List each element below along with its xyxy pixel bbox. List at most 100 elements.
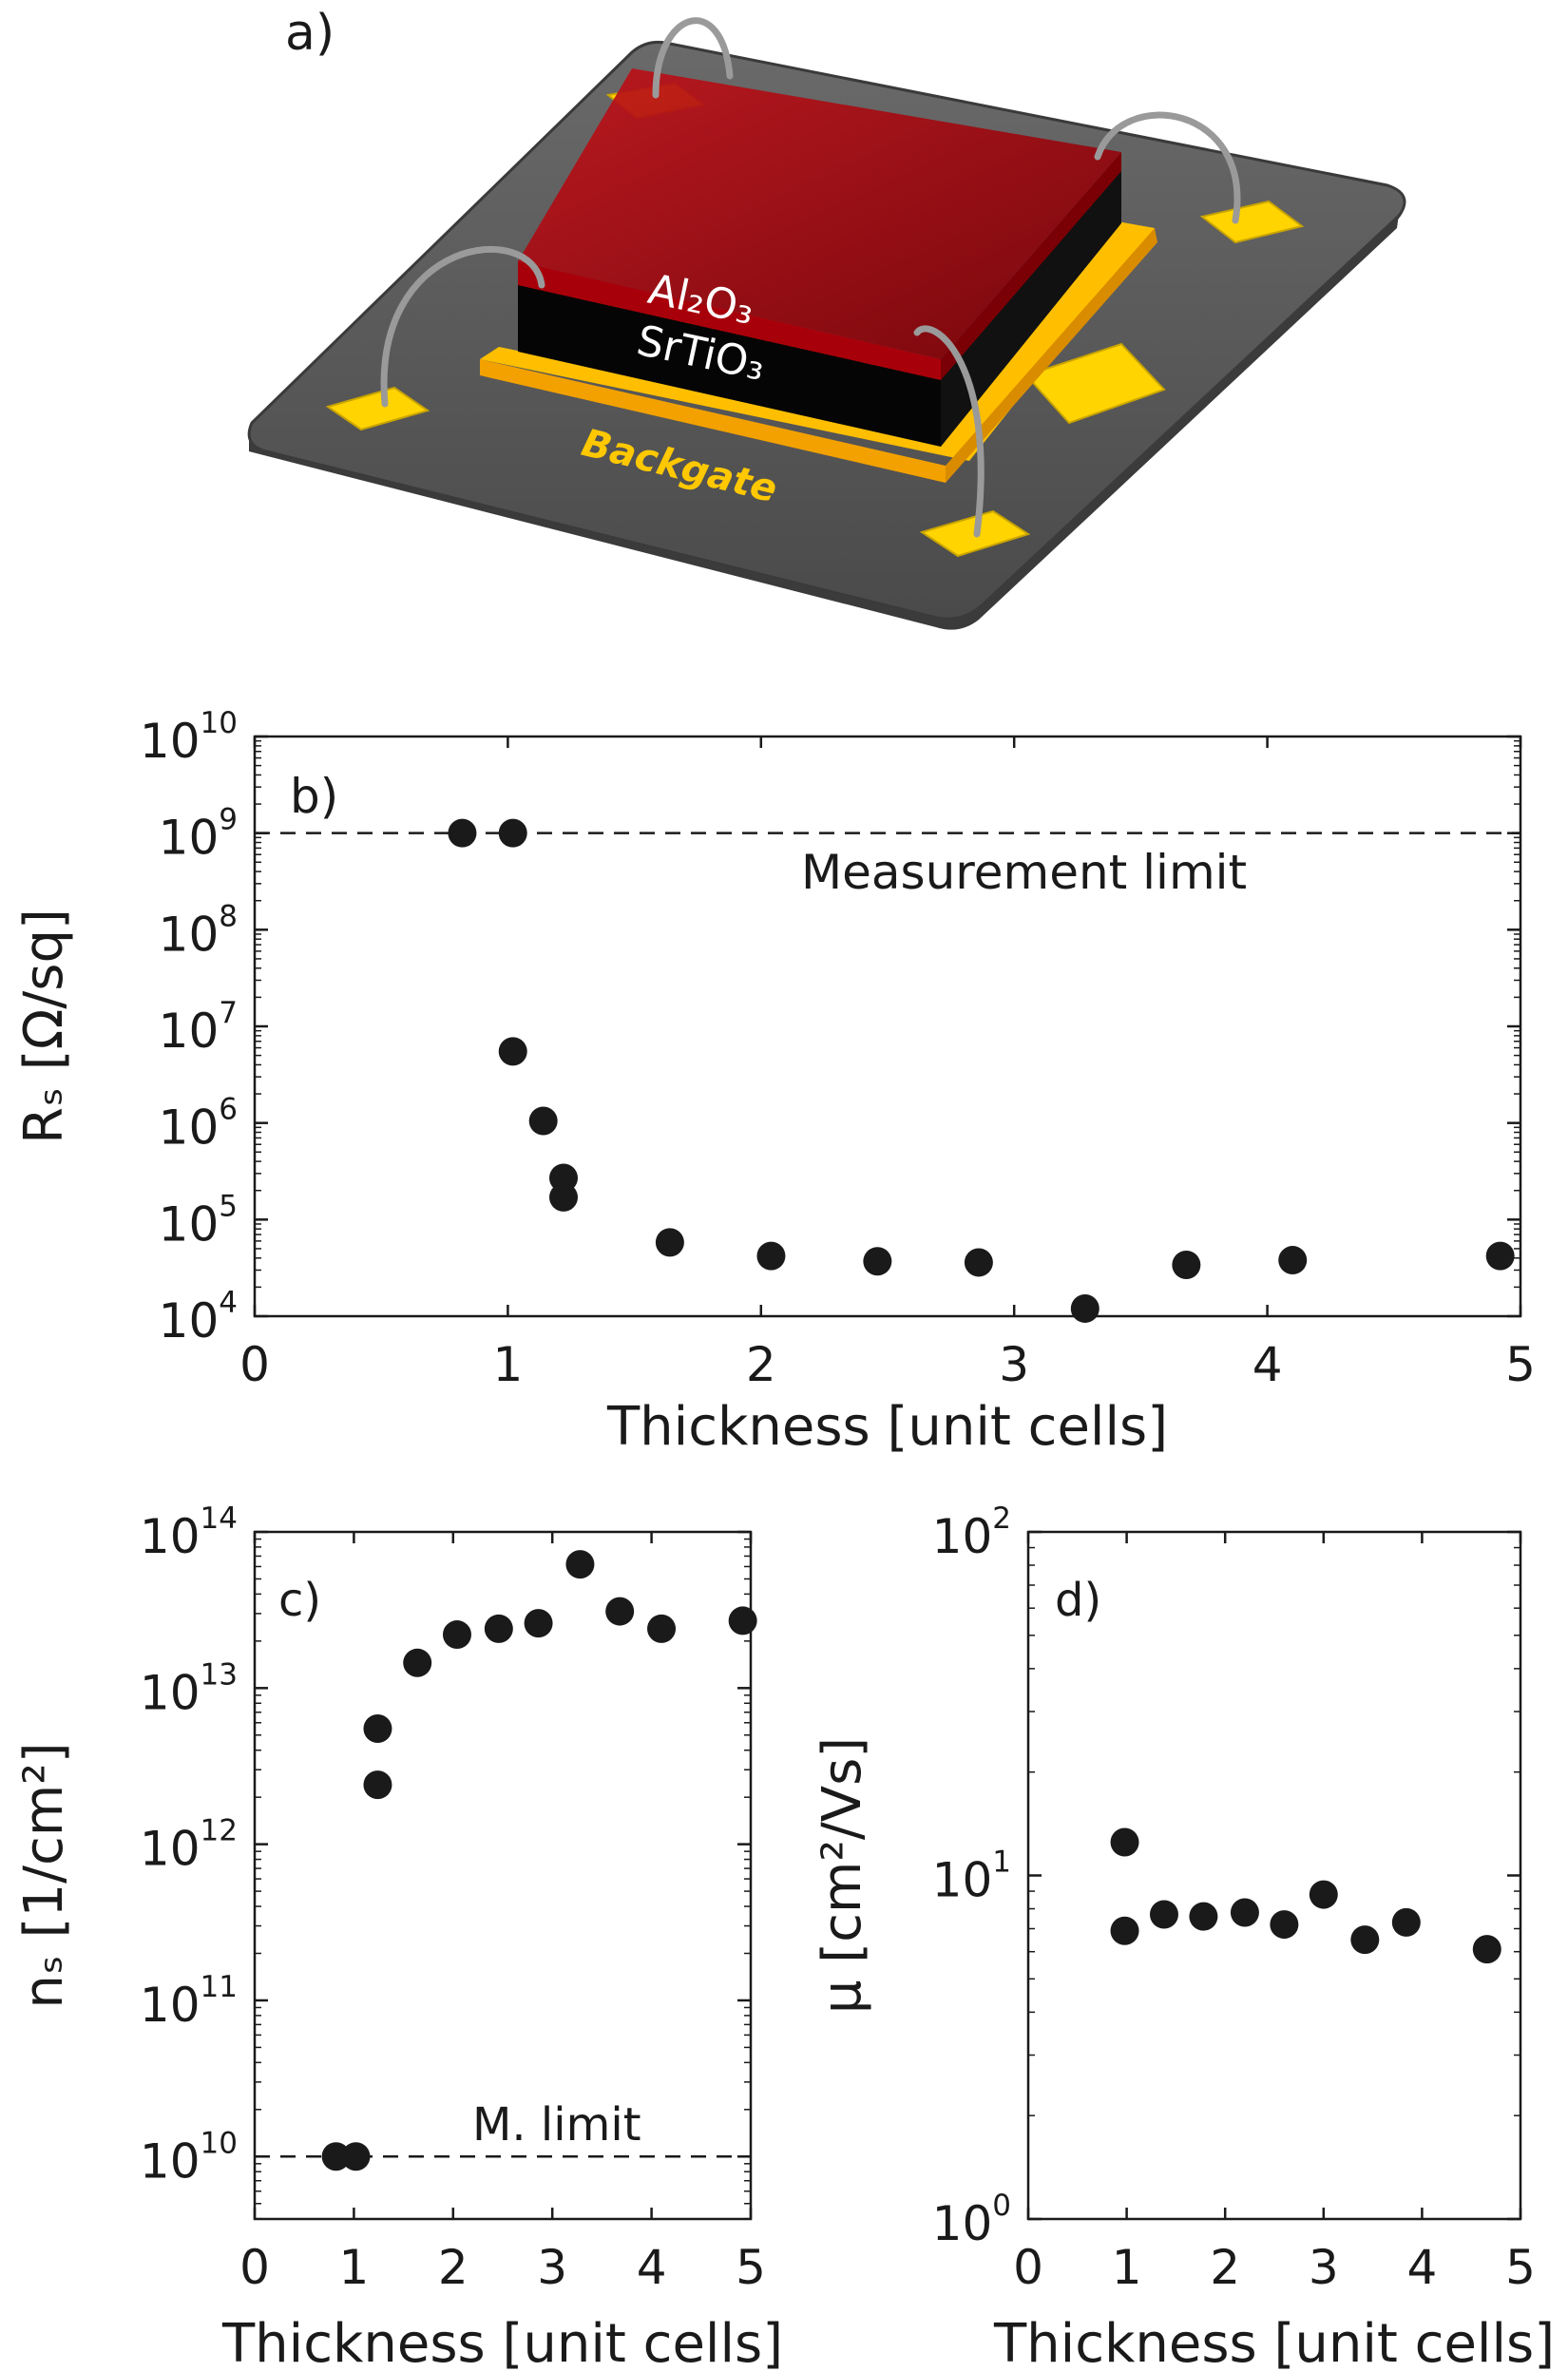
x-tick-label: 0	[1013, 2240, 1043, 2295]
y-tick-label: 105	[159, 1189, 238, 1252]
measurement-limit-label: M. limit	[472, 2098, 641, 2152]
x-tick-label: 1	[1112, 2240, 1142, 2295]
data-point	[442, 1620, 471, 1650]
data-point	[498, 818, 527, 848]
data-point	[1391, 1907, 1421, 1937]
y-tick-label: 100	[932, 2189, 1011, 2251]
data-point	[363, 1713, 392, 1743]
x-tick-label: 4	[637, 2240, 667, 2295]
x-tick-label: 4	[1252, 1337, 1283, 1392]
data-point	[448, 818, 477, 848]
measurement-limit-label: Measurement limit	[801, 845, 1247, 900]
data-point	[1270, 1910, 1299, 1940]
data-point	[363, 1770, 392, 1800]
srtio3-front	[518, 268, 941, 447]
contact-pad	[1024, 342, 1166, 425]
al2o3-top	[518, 68, 1121, 359]
bond-wire	[652, 17, 734, 99]
data-point	[647, 1614, 677, 1643]
chart-b: 0 1 2 3 4 5 104 105 106 107 108 109 1010 Measurement …	[13, 706, 1536, 1458]
y-axis-label: μ [cm²/Vs]	[812, 1737, 873, 2014]
contact-pad	[1199, 200, 1305, 244]
bond-wire	[380, 245, 545, 408]
x-axis-label: Thickness [unit cells]	[221, 2313, 783, 2372]
device-illustration: a) Backgate Al₂O₃ SrTiO₃	[247, 5, 1406, 630]
x-tick-label: 2	[1210, 2240, 1240, 2295]
plot-frame	[253, 735, 1522, 1318]
data-point	[1110, 1827, 1139, 1857]
chart-c: 0 1 2 3 4 5 1010 1011 1012 1013 1014 M. limit c) Thic…	[13, 1502, 783, 2372]
x-tick-label: 3	[999, 1337, 1029, 1392]
plot-frame	[253, 1530, 753, 2221]
data-point	[605, 1597, 635, 1626]
data-point	[498, 1037, 527, 1066]
backgate-front	[480, 359, 946, 483]
x-tick-label: 5	[1505, 1337, 1536, 1392]
panel-label: b)	[290, 769, 338, 824]
panel-label: c)	[278, 1574, 321, 1627]
x-axis-label: Thickness [unit cells]	[993, 2313, 1555, 2372]
bond-wires	[380, 17, 1241, 538]
y-axis-label: Rₛ [Ω/sq]	[13, 909, 75, 1144]
y-axis-label: nₛ [1/cm²]	[13, 1742, 75, 2008]
contact-pad	[325, 386, 430, 431]
data-point	[321, 2142, 351, 2171]
data-point	[341, 2142, 371, 2171]
y-tick-label: 1013	[140, 1657, 238, 1720]
data-point	[1350, 1925, 1380, 1955]
y-tick-label: 106	[159, 1093, 238, 1156]
panel-label: d)	[1055, 1574, 1101, 1627]
x-tick-label: 3	[537, 2240, 567, 2295]
panel-a-label: a)	[285, 5, 335, 62]
chart-d: 0 1 2 3 4 5 100 101 102 d) Thickness [unit cells] μ…	[812, 1502, 1555, 2372]
y-tick-label: 1010	[140, 2126, 238, 2189]
data-point	[1110, 1916, 1139, 1945]
y-tick-label: 1014	[140, 1502, 238, 1564]
data-point	[528, 1106, 558, 1136]
data-point	[484, 1614, 513, 1643]
data-point	[728, 1606, 757, 1636]
x-tick-label: 4	[1406, 2240, 1437, 2295]
bond-wire	[1094, 111, 1241, 224]
backgate-top	[480, 220, 1155, 461]
al2o3-front	[518, 261, 941, 380]
y-tick-label: 109	[159, 803, 238, 866]
data-point	[549, 1182, 579, 1212]
plot-frame	[1026, 1530, 1522, 2221]
x-tick-label: 0	[239, 1337, 270, 1392]
data-point	[756, 1241, 786, 1271]
backgate-right	[946, 228, 1157, 483]
x-tick-label: 2	[438, 2240, 468, 2295]
data-point	[1230, 1898, 1259, 1927]
data-point	[1309, 1880, 1338, 1909]
y-tick-label: 101	[932, 1846, 1011, 1908]
data-point	[1278, 1246, 1308, 1275]
data-point	[863, 1247, 892, 1276]
al2o3-right	[941, 152, 1121, 380]
data-point	[1149, 1900, 1178, 1929]
x-axis-label: Thickness [unit cells]	[606, 1396, 1168, 1458]
x-tick-label: 1	[338, 2240, 369, 2295]
y-tick-label: 1011	[140, 1970, 238, 2033]
y-tick-label: 104	[159, 1286, 238, 1349]
data-point	[565, 1550, 595, 1579]
data-point	[655, 1228, 684, 1257]
data-point	[403, 1648, 432, 1677]
x-tick-label: 5	[736, 2240, 766, 2295]
data-point	[1070, 1293, 1100, 1323]
y-tick-label: 107	[159, 996, 238, 1059]
bond-wire	[913, 325, 985, 538]
srtio3-right	[941, 162, 1121, 447]
x-tick-label: 2	[746, 1337, 776, 1392]
x-tick-label: 0	[239, 2240, 270, 2295]
x-tick-label: 3	[1309, 2240, 1339, 2295]
x-tick-label: 5	[1505, 2240, 1536, 2295]
y-tick-label: 102	[932, 1502, 1011, 1564]
data-point	[1472, 1935, 1501, 1964]
y-tick-label: 1010	[140, 706, 238, 769]
data-point	[964, 1248, 993, 1277]
data-point	[524, 1609, 553, 1638]
y-tick-label: 108	[159, 899, 238, 962]
data-point	[1172, 1250, 1201, 1279]
